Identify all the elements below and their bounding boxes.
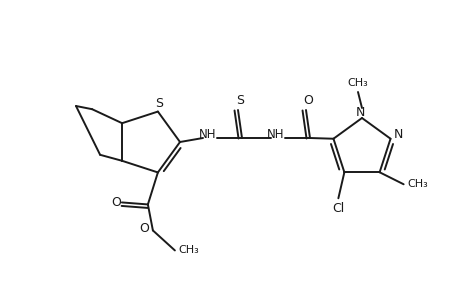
Text: N: N xyxy=(393,128,403,141)
Text: CH₃: CH₃ xyxy=(178,245,199,255)
Text: NH: NH xyxy=(267,128,284,140)
Text: CH₃: CH₃ xyxy=(347,78,368,88)
Text: O: O xyxy=(139,222,149,235)
Text: O: O xyxy=(302,94,312,106)
Text: S: S xyxy=(155,97,162,110)
Text: N: N xyxy=(354,106,364,118)
Text: CH₃: CH₃ xyxy=(406,179,427,189)
Text: O: O xyxy=(111,196,121,209)
Text: S: S xyxy=(235,94,243,106)
Text: NH: NH xyxy=(199,128,216,140)
Text: Cl: Cl xyxy=(331,202,344,215)
